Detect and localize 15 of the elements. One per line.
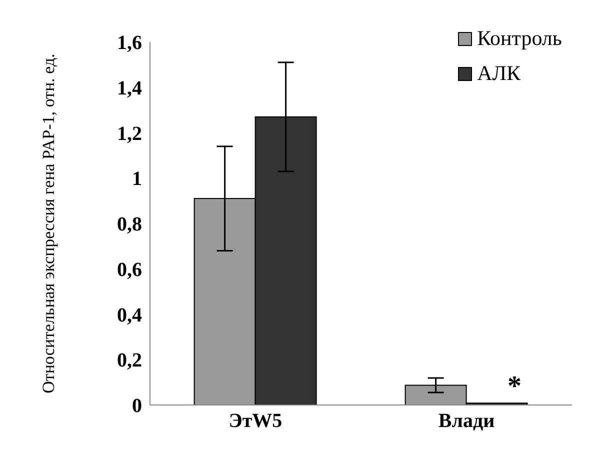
y-tick-label: 0	[132, 395, 142, 418]
legend-label: Контроль	[477, 26, 562, 51]
x-tick-label: ЭтW5	[228, 410, 282, 432]
y-tick-label: 0,2	[117, 350, 142, 372]
annotation: *	[508, 371, 522, 402]
y-tick-label: 1,2	[117, 122, 142, 145]
x-tick-label: Влади	[438, 410, 495, 432]
y-tick-label: 0,6	[117, 258, 142, 281]
y-tick-label: 1,6	[117, 32, 142, 54]
y-tick-label: 0,4	[117, 304, 142, 326]
y-tick-label: 1,4	[117, 77, 142, 100]
y-tick-label: 1	[132, 168, 142, 190]
legend-label: АЛК	[477, 61, 520, 86]
y-tick-label: 0,8	[117, 214, 142, 236]
y-axis-title: Относительная экспрессия гена PAP-1, отн. ед.	[39, 54, 58, 394]
